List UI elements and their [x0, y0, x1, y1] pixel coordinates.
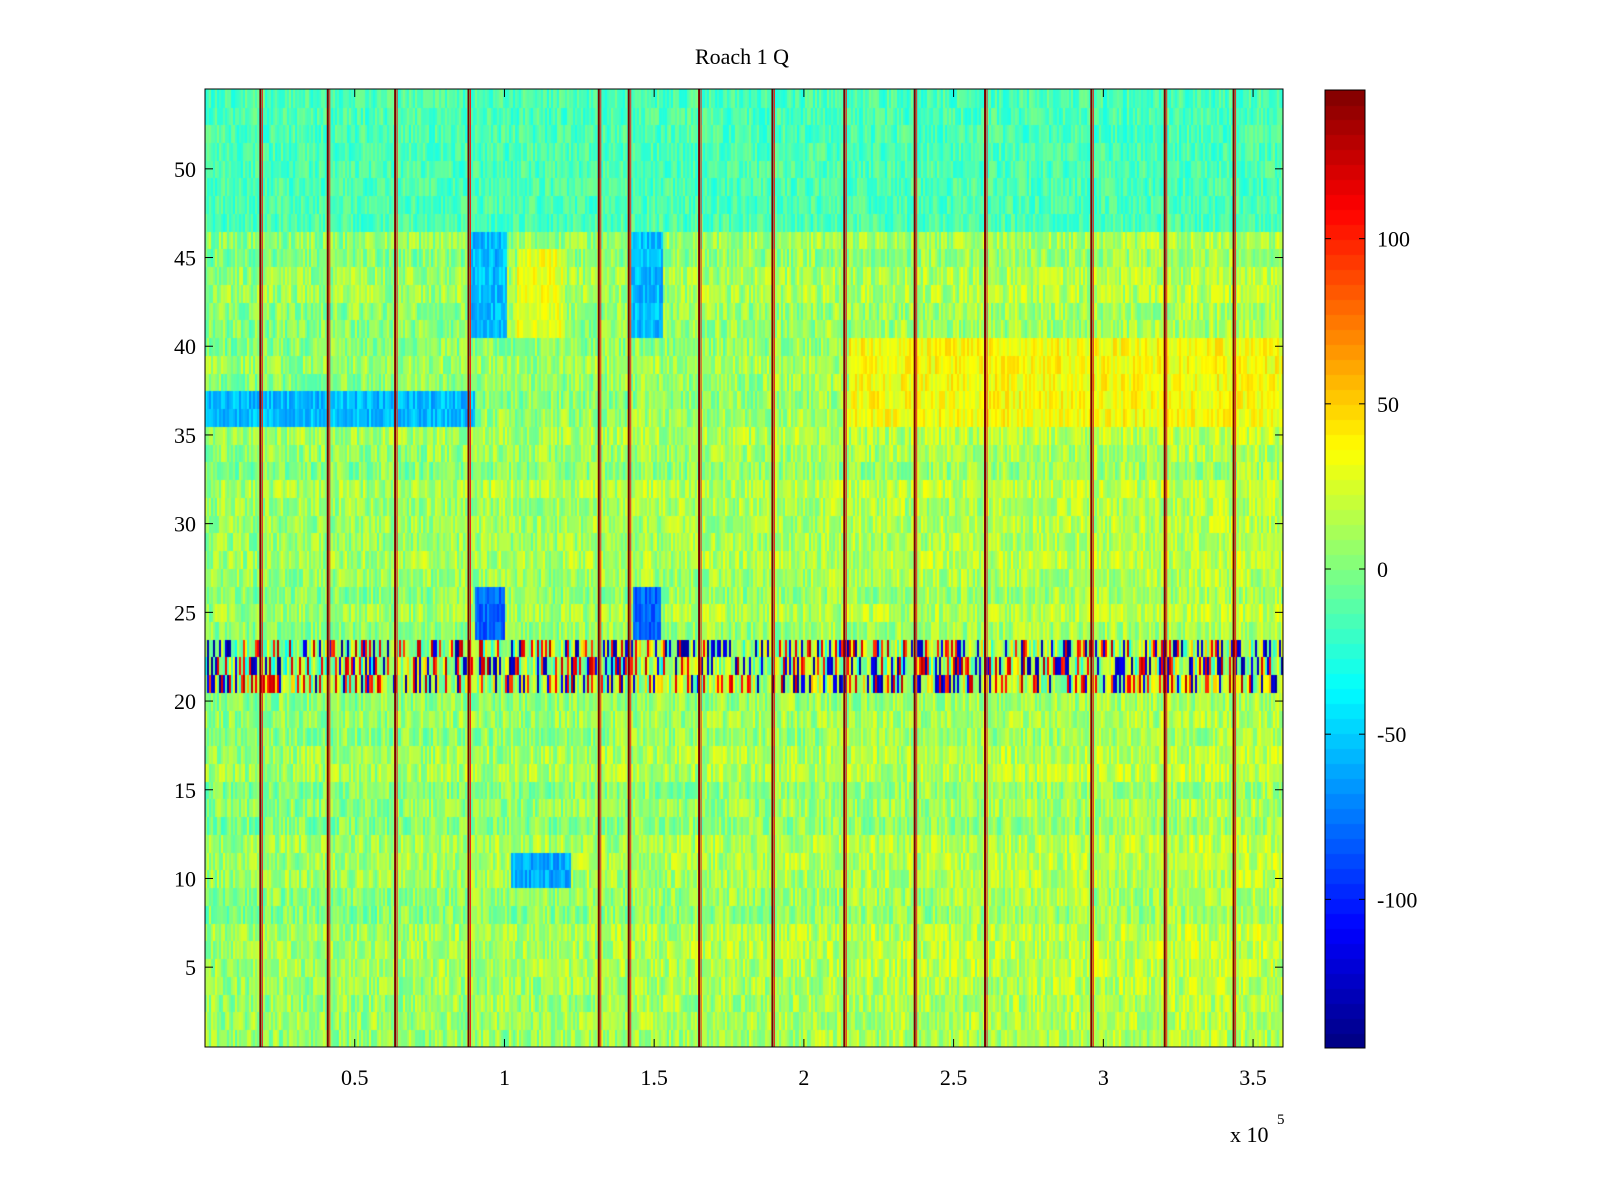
- plot-frame: [204, 88, 1284, 1048]
- heatmap-plot-area: 0.5 1 1.5 2 2.5 3 3.5 5 10 15 20 25 30 35 40 45 50: [174, 88, 1284, 1090]
- colorbar-tick-label: 0: [1377, 557, 1388, 582]
- y-tick-label: 25: [174, 600, 196, 625]
- y-tick-label: 5: [185, 955, 196, 980]
- y-axis-ticks: 5 10 15 20 25 30 35 40 45 50: [174, 157, 1283, 980]
- x-tick-label: 3.5: [1239, 1065, 1267, 1090]
- y-tick-label: 45: [174, 246, 196, 271]
- x-tick-label: 0.5: [341, 1065, 369, 1090]
- x-exponent-power: 5: [1277, 1112, 1285, 1128]
- x-tick-label: 1: [499, 1065, 510, 1090]
- y-tick-label: 40: [174, 334, 196, 359]
- colorbar-gradient: [1325, 90, 1365, 1048]
- colorbar-tick-label: 50: [1377, 392, 1399, 417]
- x-tick-label: 1.5: [640, 1065, 668, 1090]
- heatmap-cells: [205, 89, 1283, 1047]
- x-tick-label: 3: [1098, 1065, 1109, 1090]
- colorbar-tick-label: -50: [1377, 722, 1406, 747]
- x-axis-exponent: x 10 5: [1230, 1112, 1285, 1147]
- colorbar-tick-label: -100: [1377, 887, 1417, 912]
- x-tick-label: 2: [798, 1065, 809, 1090]
- y-tick-label: 30: [174, 512, 196, 537]
- x-axis-ticks: 0.5 1 1.5 2 2.5 3 3.5: [341, 89, 1267, 1090]
- column-separator-lines: [259, 89, 1237, 1047]
- y-tick-label: 10: [174, 866, 196, 891]
- x-tick-label: 2.5: [940, 1065, 968, 1090]
- chart-title: Roach 1 Q: [695, 44, 789, 69]
- y-tick-label: 50: [174, 157, 196, 182]
- colorbar-ticks: 100 50 0 -50 -100: [1325, 227, 1417, 912]
- y-tick-label: 35: [174, 423, 196, 448]
- x-exponent-base: x 10: [1230, 1122, 1269, 1147]
- y-tick-label: 15: [174, 778, 196, 803]
- colorbar-tick-label: 100: [1377, 227, 1410, 252]
- y-tick-label: 20: [174, 689, 196, 714]
- colorbar: 100 50 0 -50 -100: [1324, 89, 1417, 1049]
